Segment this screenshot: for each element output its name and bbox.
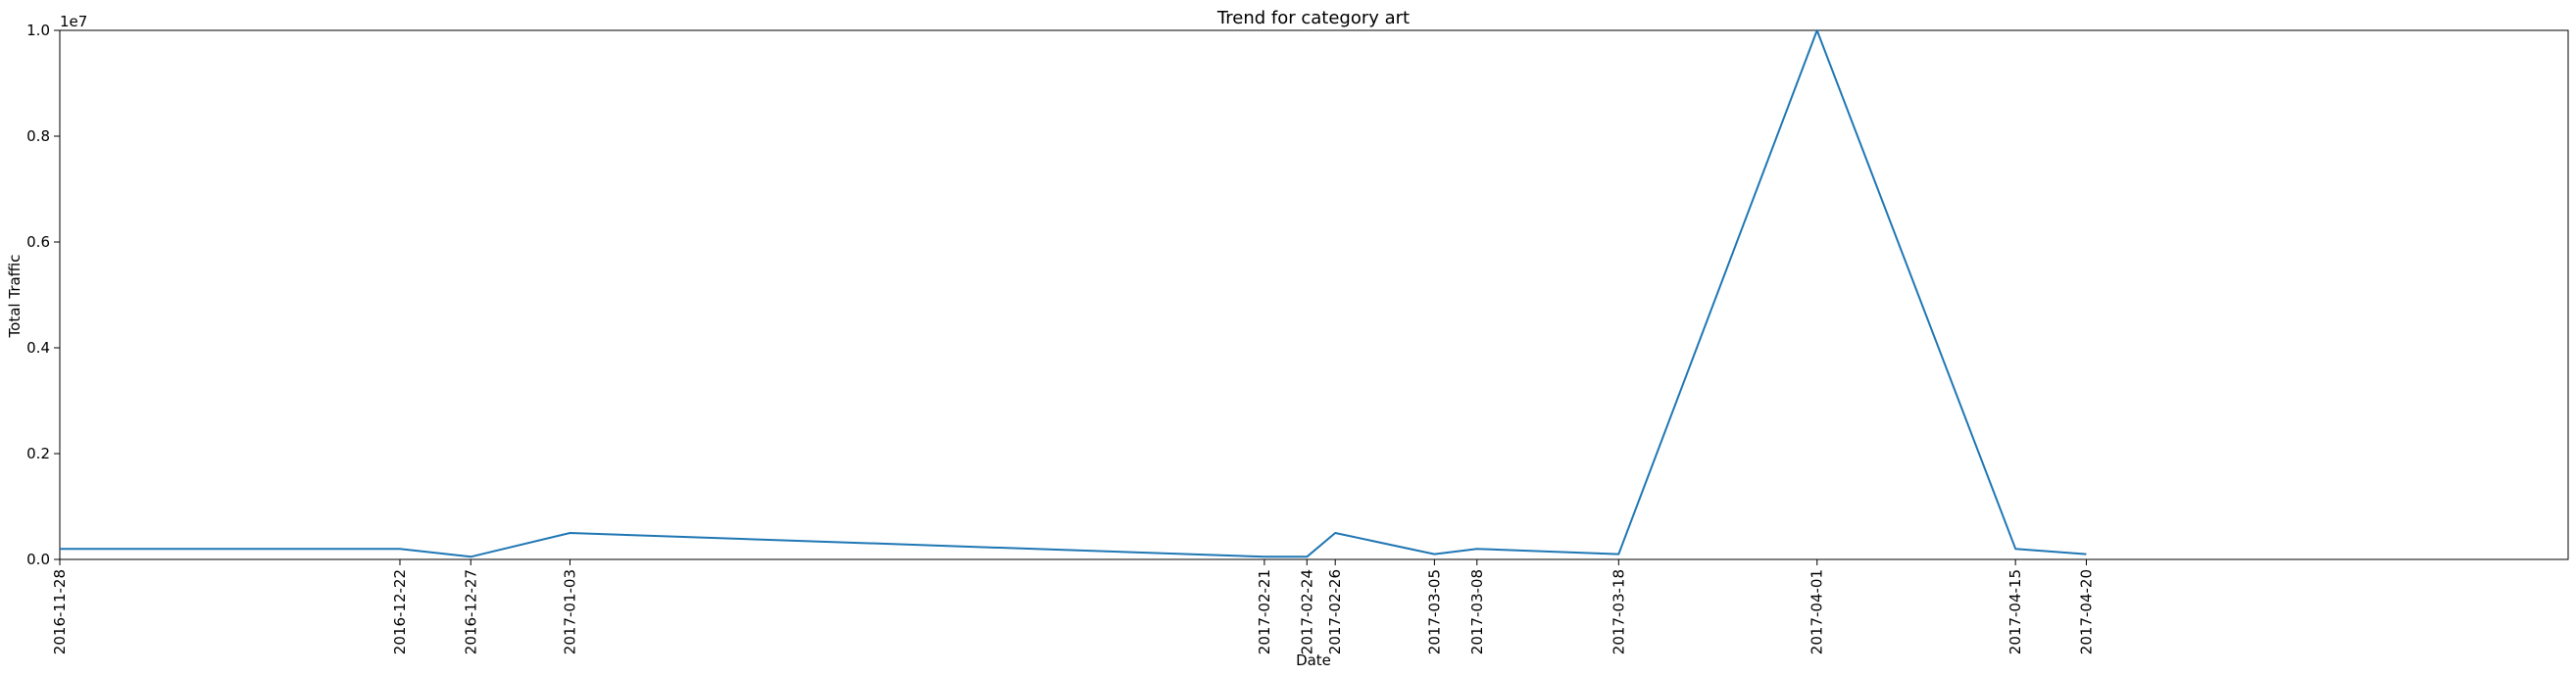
chart-title: Trend for category art bbox=[1216, 8, 1410, 28]
x-tick-label: 2017-04-20 bbox=[2077, 569, 2095, 654]
x-tick-label: 2017-02-26 bbox=[1326, 569, 1344, 654]
x-tick-label: 2016-12-27 bbox=[462, 569, 479, 654]
x-tick-label: 2017-04-01 bbox=[1808, 569, 1826, 654]
x-tick-label: 2016-11-28 bbox=[51, 569, 69, 654]
y-tick-label: 1.0 bbox=[26, 22, 50, 39]
y-tick-label: 0.2 bbox=[26, 445, 50, 462]
y-axis: 0.0 0.2 0.4 0.6 0.8 1.0 bbox=[26, 22, 60, 568]
x-tick-label: 2017-03-18 bbox=[1610, 569, 1627, 654]
x-tick-label: 2016-12-22 bbox=[391, 569, 409, 654]
series-layer bbox=[60, 29, 2087, 558]
x-tick-label: 2017-03-08 bbox=[1468, 569, 1486, 654]
y-axis-offset-label: 1e7 bbox=[60, 13, 87, 30]
x-tick-label: 2017-04-15 bbox=[2006, 569, 2024, 654]
y-tick-label: 0.4 bbox=[26, 339, 50, 357]
plot-border bbox=[59, 29, 2569, 560]
x-tick-label: 2017-01-03 bbox=[561, 569, 578, 654]
y-tick-label: 0.8 bbox=[26, 127, 50, 145]
x-tick-label: 2017-03-05 bbox=[1425, 569, 1443, 654]
y-tick-label: 0.6 bbox=[26, 233, 50, 251]
y-tick-label: 0.0 bbox=[26, 551, 50, 568]
y-axis-title: Total Traffic bbox=[6, 255, 24, 339]
x-axis: 2016-11-28 2016-12-22 2016-12-27 2017-01-03… bbox=[51, 559, 2095, 654]
x-axis-title: Date bbox=[1296, 652, 1331, 669]
x-tick-label: 2017-02-21 bbox=[1256, 569, 1273, 654]
x-tick-label: 2017-02-24 bbox=[1298, 569, 1315, 654]
plot-area bbox=[59, 29, 2569, 560]
series-line bbox=[60, 29, 2087, 558]
